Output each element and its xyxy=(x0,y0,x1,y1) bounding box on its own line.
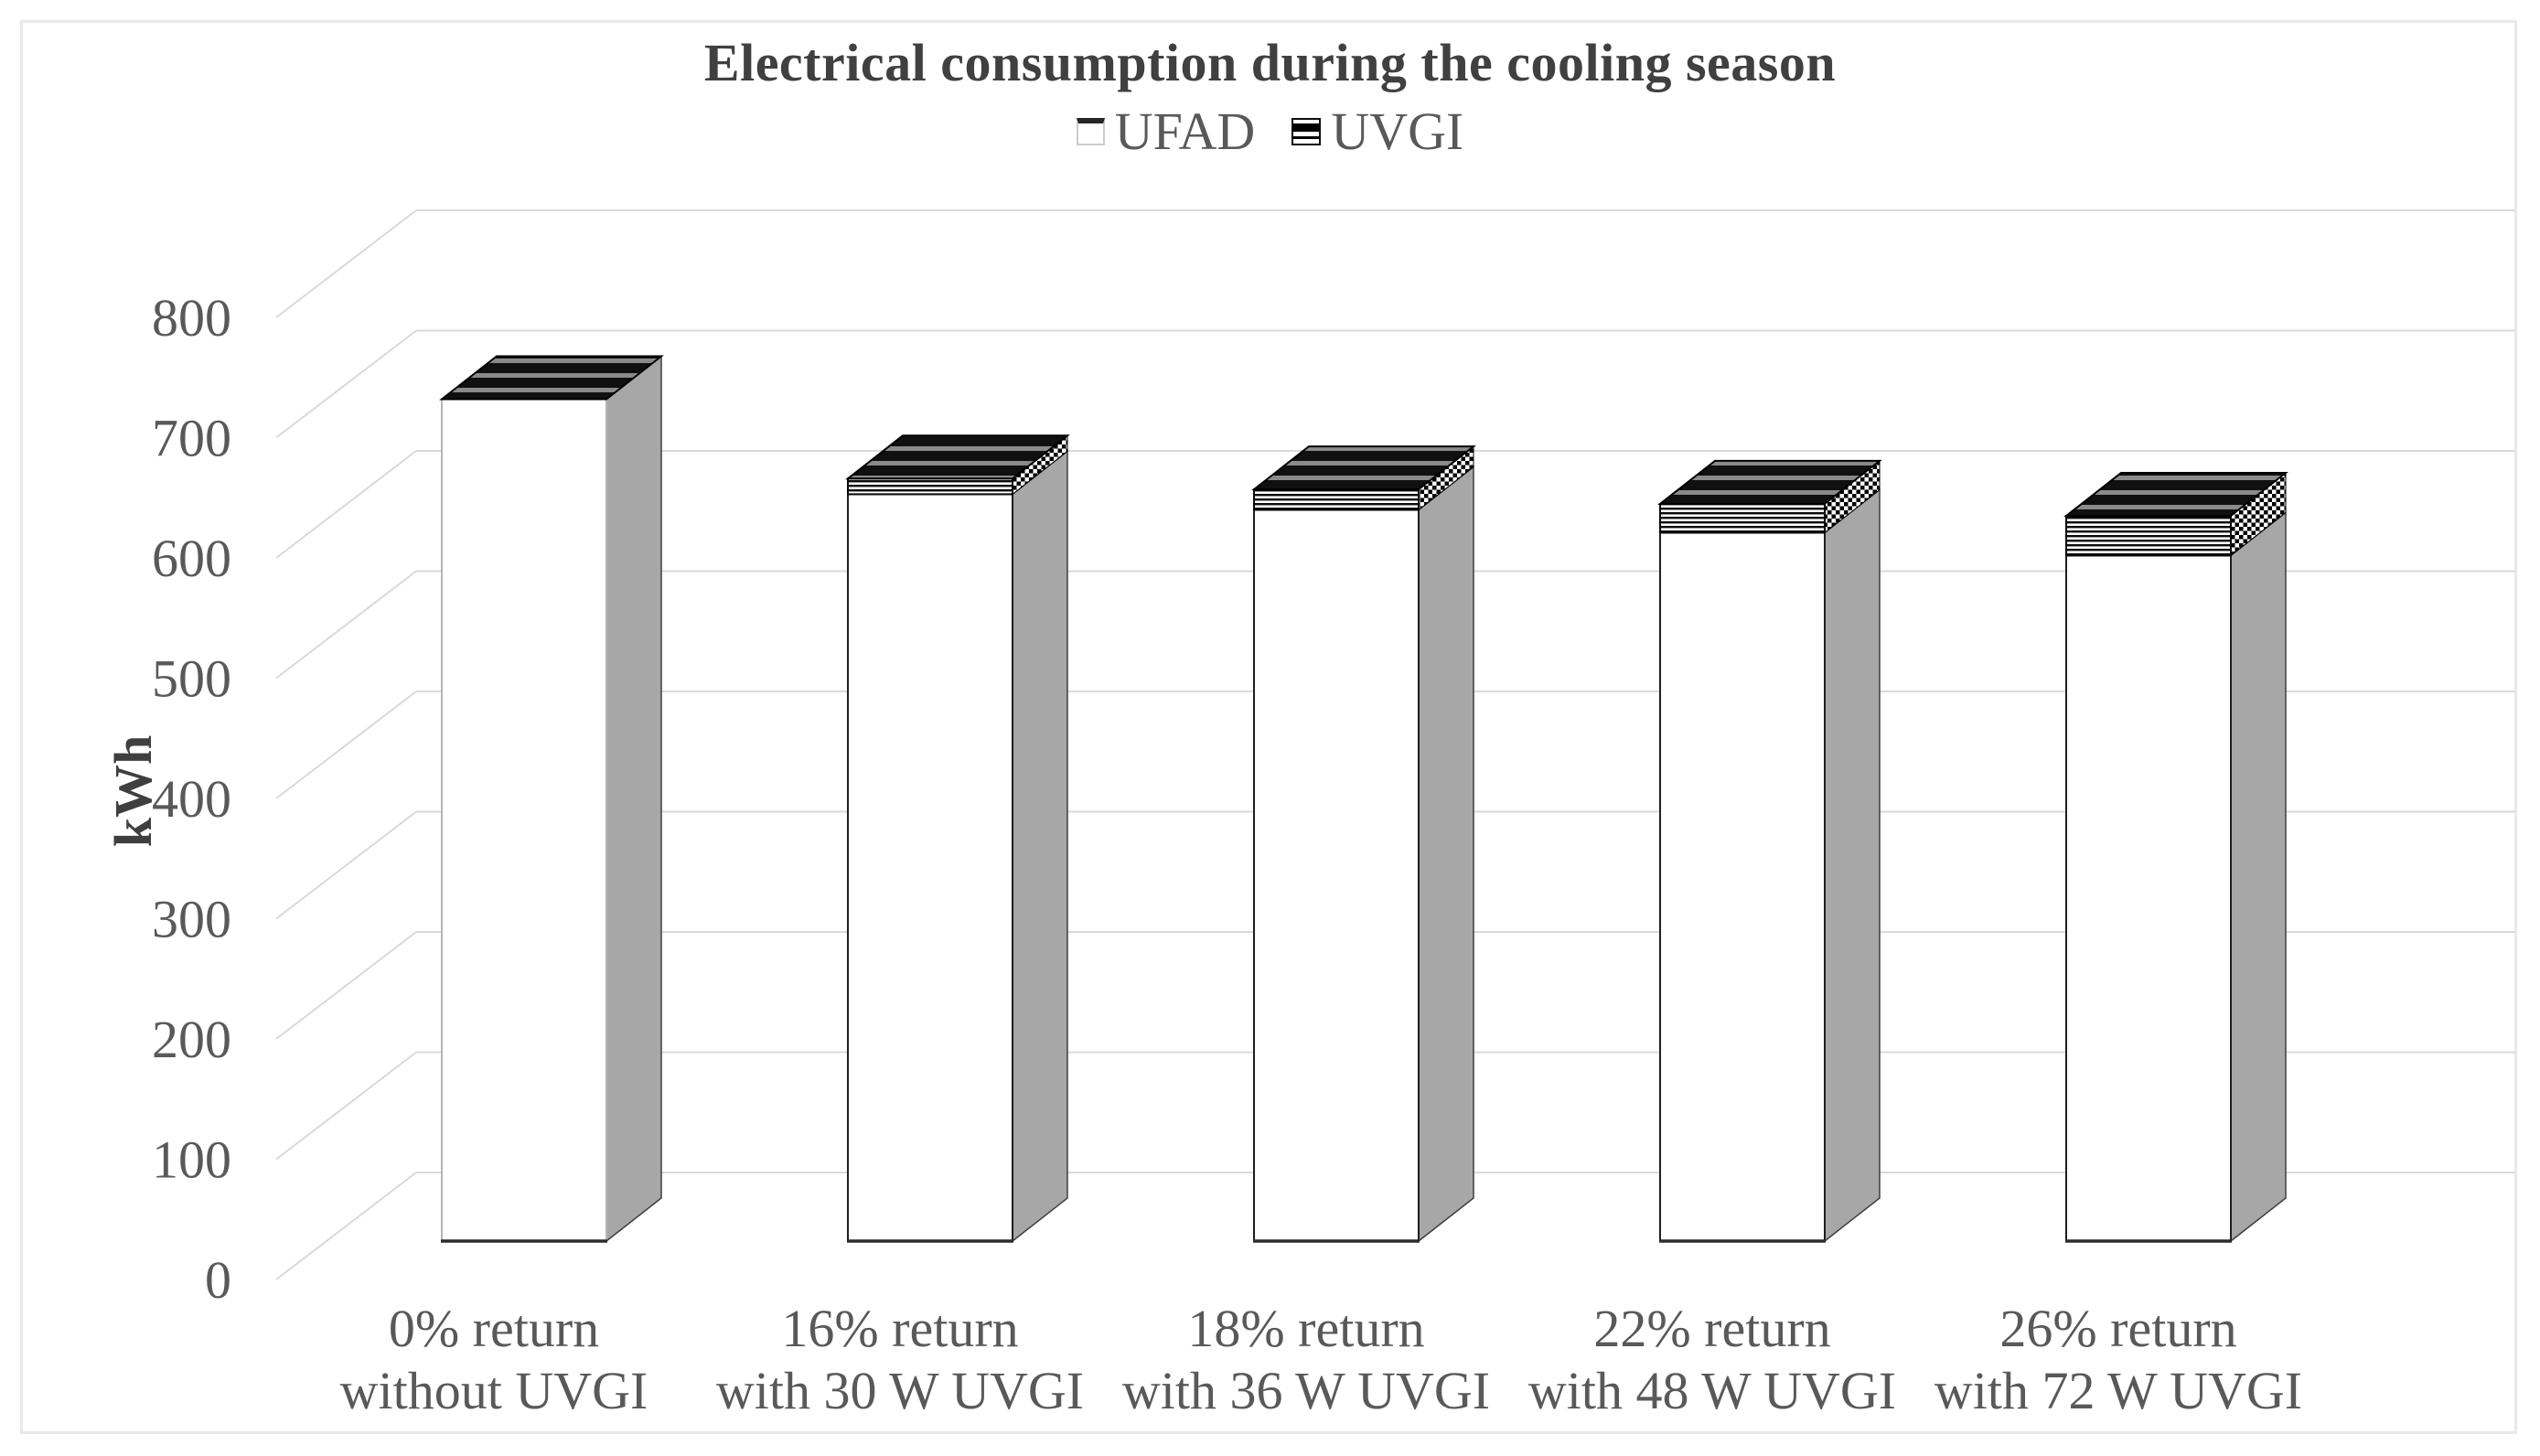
legend: UFAD UVGI xyxy=(20,104,2520,159)
bar-ufad-front-2 xyxy=(1253,509,1420,1242)
legend-item-ufad: UFAD xyxy=(1076,102,1256,161)
y-tick-label-700: 700 xyxy=(152,409,231,468)
legend-label-ufad: UFAD xyxy=(1114,102,1256,161)
x-category-label-2-line1: 18% return xyxy=(1187,1299,1424,1358)
uvgi-swatch-icon xyxy=(1291,118,1322,145)
bar-ufad-front-1 xyxy=(847,493,1013,1242)
bar-top-face-3 xyxy=(1657,459,1882,505)
y-tick-label-600: 600 xyxy=(152,529,231,588)
bar-top-face-4 xyxy=(2063,472,2288,518)
y-tick-line-500 xyxy=(275,570,417,680)
y-tick-label-800: 800 xyxy=(152,288,231,348)
bar-uvgi-front-2 xyxy=(1253,488,1420,511)
bar-top-face-0 xyxy=(439,355,664,401)
bar-ufad-side-3 xyxy=(1824,487,1881,1243)
bar-group-4 xyxy=(2063,472,2288,1243)
x-category-label-1-line2: with 30 W UVGI xyxy=(716,1361,1084,1420)
chart-title: Electrical consumption during the coolin… xyxy=(703,33,1837,92)
y-tick-label-200: 200 xyxy=(152,1010,231,1069)
bar-ufad-front-3 xyxy=(1659,531,1826,1242)
x-category-label-2-line2: with 36 W UVGI xyxy=(1122,1361,1490,1420)
y-tick-line-300 xyxy=(275,810,417,920)
x-category-label-0-line1: 0% return xyxy=(389,1299,599,1358)
y-tick-line-0 xyxy=(275,1172,417,1280)
ufad-swatch-icon xyxy=(1076,118,1105,145)
y-tick-line-400 xyxy=(275,691,417,799)
y-tick-label-0: 0 xyxy=(205,1250,231,1310)
bar-layer xyxy=(439,354,2288,1243)
y-tick-label-300: 300 xyxy=(152,890,231,949)
x-category-label-0-line2: without UVGI xyxy=(340,1361,648,1420)
bar-ufad-front-4 xyxy=(2065,554,2232,1242)
y-tick-line-800 xyxy=(275,209,417,318)
bar-ufad-front-0 xyxy=(441,398,607,1242)
bar-group-0 xyxy=(439,354,664,1243)
y-tick-line-600 xyxy=(275,450,417,559)
x-category-label-4-line2: with 72 W UVGI xyxy=(1934,1361,2302,1420)
y-tick-line-100 xyxy=(275,1051,417,1161)
bar-top-face-1 xyxy=(845,434,1070,480)
x-category-label-3-line2: with 48 W UVGI xyxy=(1528,1361,1896,1420)
bar-top-face-2 xyxy=(1251,445,1476,491)
x-category-label-1-line1: 16% return xyxy=(781,1299,1018,1358)
bar-uvgi-front-4 xyxy=(2065,515,2232,557)
bar-uvgi-front-1 xyxy=(847,477,1013,496)
x-category-label-4-line1: 26% return xyxy=(1999,1299,2236,1358)
bar-ufad-side-1 xyxy=(1012,449,1068,1243)
bar-uvgi-front-3 xyxy=(1659,502,1826,534)
bar-ufad-side-2 xyxy=(1418,465,1474,1243)
bar-group-3 xyxy=(1657,459,1882,1243)
axis-label-layer: 0 100 200 300 400 500 600 700 800 0% returnwithou… xyxy=(152,288,2302,1420)
y-tick-label-500: 500 xyxy=(152,649,231,709)
y-tick-line-200 xyxy=(275,931,417,1040)
legend-label-uvgi: UVGI xyxy=(1331,102,1464,161)
y-tick-label-100: 100 xyxy=(152,1130,231,1190)
bar-group-1 xyxy=(845,434,1070,1243)
x-category-label-3-line1: 22% return xyxy=(1593,1299,1830,1358)
bar-group-2 xyxy=(1251,445,1476,1243)
bar-ufad-side-0 xyxy=(606,354,662,1243)
y-tick-line-700 xyxy=(275,329,417,439)
y-tick-label-400: 400 xyxy=(152,769,231,829)
bar-ufad-side-4 xyxy=(2230,510,2287,1243)
legend-item-uvgi: UVGI xyxy=(1291,104,1463,159)
